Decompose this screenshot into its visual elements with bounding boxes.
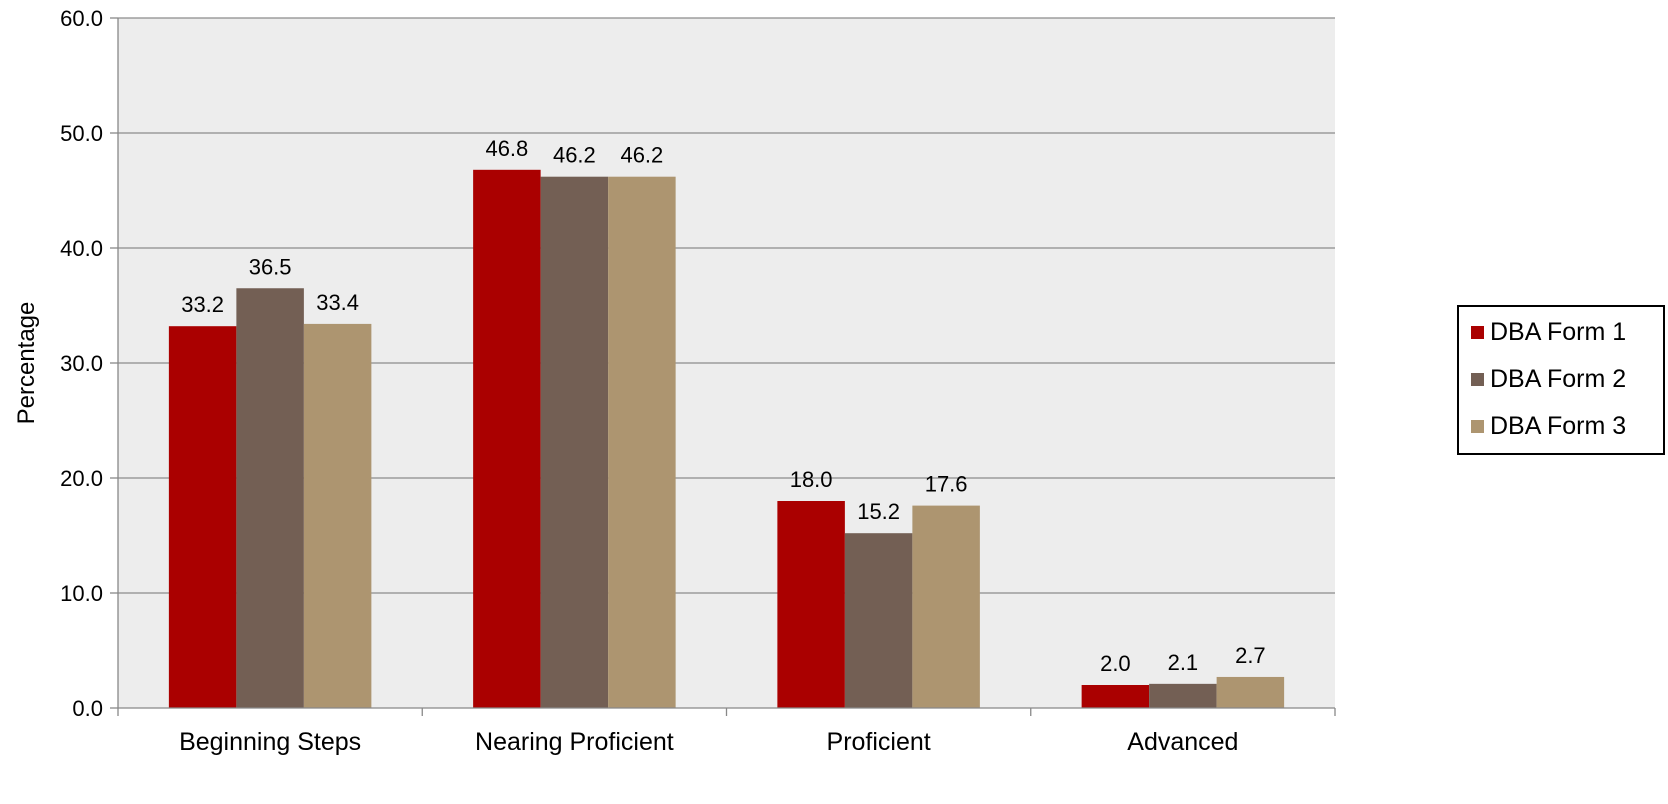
bar (844, 533, 913, 708)
x-tick-labels: Beginning Steps Nearing Proficient Profici… (179, 728, 1238, 756)
bar (303, 323, 372, 708)
bar (912, 505, 980, 708)
legend-item-form-1: DBA Form 1 (1471, 317, 1626, 347)
data-label: 36.5 (249, 254, 292, 279)
y-tick-label: 40.0 (60, 236, 103, 261)
bar (777, 501, 845, 708)
legend-label-form-2: DBA Form 2 (1490, 364, 1627, 393)
legend-item-form-2: DBA Form 2 (1471, 364, 1626, 394)
data-label: 33.4 (316, 290, 359, 315)
x-tick-label: Advanced (1127, 728, 1238, 756)
bar (236, 288, 304, 708)
bars (168, 169, 1285, 709)
data-label: 33.2 (181, 292, 224, 317)
data-label: 18.0 (790, 467, 833, 492)
y-tick-label: 30.0 (60, 351, 103, 376)
legend-label-form-1: DBA Form 1 (1490, 317, 1627, 346)
data-label: 46.2 (620, 143, 663, 168)
data-label: 2.7 (1235, 643, 1266, 668)
y-tick-label: 20.0 (60, 466, 103, 491)
x-tick-label: Nearing Proficient (475, 728, 674, 756)
y-tick-labels: 0.0 10.0 20.0 30.0 40.0 50.0 60.0 (60, 6, 103, 721)
data-label: 46.2 (553, 143, 596, 168)
data-label: 17.6 (925, 472, 968, 497)
bar (1216, 676, 1285, 708)
axes (110, 17, 1336, 716)
y-tick-label: 50.0 (60, 121, 103, 146)
y-tick-label: 60.0 (60, 6, 103, 31)
bar (168, 326, 237, 708)
data-label: 46.8 (485, 136, 528, 161)
bar (1081, 685, 1150, 708)
legend: DBA Form 1 DBA Form 2 DBA Form 3 (1457, 305, 1665, 455)
data-label: 2.0 (1100, 651, 1131, 676)
legend-swatch-form-2 (1471, 372, 1484, 386)
bar (540, 176, 609, 708)
legend-label-form-3: DBA Form 3 (1490, 411, 1627, 440)
data-labels: 33.2 36.5 33.4 46.8 46.2 46.2 18.0 15.2 17.6 2.0 2… (181, 136, 1265, 676)
y-tick-label: 0.0 (72, 696, 103, 721)
bar (473, 169, 541, 709)
bar (1149, 683, 1217, 708)
legend-item-form-3: DBA Form 3 (1471, 411, 1626, 441)
bar (608, 176, 676, 708)
y-axis-label: Percentage (13, 302, 40, 425)
data-label: 2.1 (1168, 650, 1199, 675)
x-tick-label: Beginning Steps (179, 728, 361, 756)
legend-swatch-form-3 (1471, 419, 1484, 433)
legend-swatch-form-1 (1471, 325, 1484, 339)
x-tick-label: Proficient (827, 728, 931, 756)
data-label: 15.2 (857, 499, 900, 524)
y-tick-label: 10.0 (60, 581, 103, 606)
